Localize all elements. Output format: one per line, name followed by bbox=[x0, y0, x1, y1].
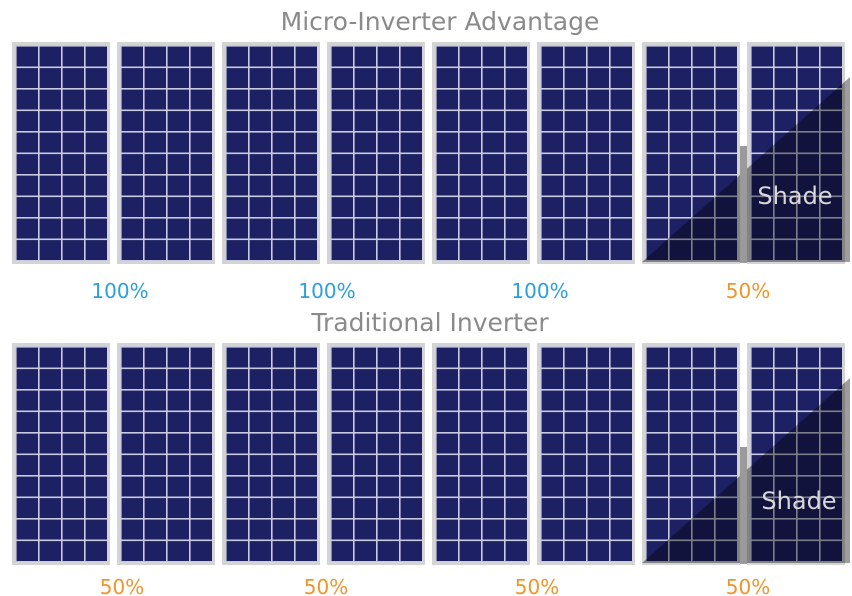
diagram: Micro-Inverter Advantage 100% 100% 100% … bbox=[0, 0, 852, 596]
output-label: 100% bbox=[298, 279, 355, 303]
shade-edge bbox=[740, 447, 747, 564]
shade-edge bbox=[740, 146, 747, 263]
output-label: 50% bbox=[304, 575, 348, 596]
output-label: 50% bbox=[726, 575, 770, 596]
solar-panel bbox=[432, 42, 530, 264]
section-title: Micro-Inverter Advantage bbox=[281, 7, 600, 36]
page: {"sections": [ {"title": "Micro-Inverter… bbox=[0, 0, 852, 596]
shade-label: Shade bbox=[761, 487, 836, 515]
solar-panel bbox=[537, 42, 635, 264]
solar-panel bbox=[537, 343, 635, 565]
solar-panel bbox=[222, 42, 320, 264]
panels bbox=[12, 42, 850, 565]
output-label: 50% bbox=[515, 575, 559, 596]
solar-panel bbox=[12, 343, 110, 565]
solar-panel bbox=[327, 343, 425, 565]
solar-panel bbox=[222, 343, 320, 565]
output-label: 100% bbox=[91, 279, 148, 303]
solar-panel bbox=[432, 343, 530, 565]
output-label: 50% bbox=[100, 575, 144, 596]
section-title: Traditional Inverter bbox=[310, 308, 549, 337]
solar-panel bbox=[12, 42, 110, 264]
solar-panel bbox=[117, 343, 215, 565]
output-label: 50% bbox=[726, 279, 770, 303]
output-label: 100% bbox=[511, 279, 568, 303]
solar-panel bbox=[117, 42, 215, 264]
shade-label: Shade bbox=[757, 182, 832, 210]
solar-panel bbox=[327, 42, 425, 264]
